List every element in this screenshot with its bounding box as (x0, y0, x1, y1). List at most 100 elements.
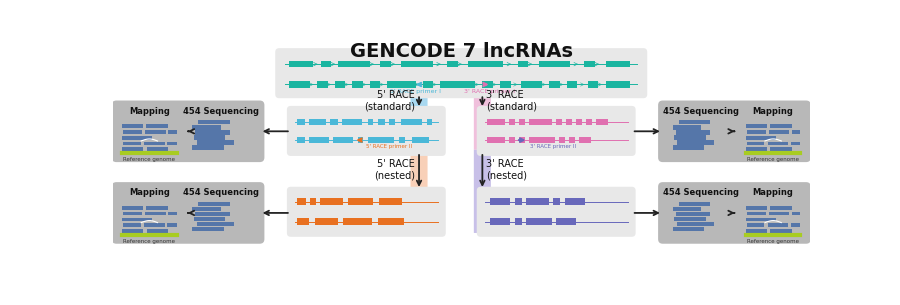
Bar (310, 199, 316, 206)
Bar (144, 223, 165, 227)
Bar (193, 227, 224, 231)
Bar (676, 130, 710, 135)
Text: 3' RACE primer II: 3' RACE primer II (530, 144, 576, 149)
Text: 454 Sequencing: 454 Sequencing (183, 188, 259, 197)
Bar (195, 130, 230, 135)
Bar (347, 199, 374, 206)
Bar (747, 130, 766, 134)
Bar (309, 119, 326, 124)
Text: 3' RACE
(nested): 3' RACE (nested) (486, 159, 527, 181)
Bar (368, 137, 393, 143)
Bar (792, 130, 800, 134)
FancyBboxPatch shape (477, 187, 635, 237)
Bar (378, 218, 403, 225)
FancyBboxPatch shape (658, 182, 811, 244)
Bar (198, 120, 230, 124)
Bar (381, 61, 391, 67)
Bar (447, 61, 458, 67)
Bar (746, 124, 767, 128)
Bar (746, 229, 767, 233)
Bar (769, 212, 789, 215)
Bar (147, 229, 168, 233)
Bar (556, 218, 576, 225)
Bar (576, 119, 582, 124)
FancyBboxPatch shape (473, 150, 491, 233)
FancyBboxPatch shape (287, 106, 446, 156)
Bar (122, 229, 143, 233)
Bar (193, 207, 221, 211)
Bar (768, 223, 788, 227)
Bar (144, 142, 165, 145)
Bar (440, 81, 475, 88)
Bar (569, 137, 575, 143)
Bar (317, 81, 328, 88)
Bar (122, 136, 152, 140)
Text: GENCODE 7 lncRNAs: GENCODE 7 lncRNAs (350, 42, 572, 61)
Bar (565, 199, 585, 206)
Bar (770, 206, 792, 210)
Bar (606, 81, 630, 88)
Text: 3' RACE
(standard): 3' RACE (standard) (486, 90, 537, 111)
Bar (674, 135, 706, 140)
Bar (770, 229, 792, 233)
Bar (145, 212, 166, 215)
Bar (198, 202, 230, 206)
Bar (315, 218, 338, 225)
Bar (330, 119, 338, 124)
Bar (579, 137, 590, 143)
Bar (549, 81, 560, 88)
Bar (123, 223, 140, 227)
Bar (122, 124, 143, 128)
Bar (320, 199, 344, 206)
Bar (746, 217, 776, 221)
Bar (193, 125, 221, 130)
Bar (556, 119, 562, 124)
Text: 5' RACE primer I: 5' RACE primer I (390, 89, 441, 94)
Text: Mapping: Mapping (129, 188, 170, 197)
Bar (588, 81, 598, 88)
Text: 454 Sequencing: 454 Sequencing (183, 107, 259, 116)
FancyBboxPatch shape (477, 106, 635, 156)
Bar (378, 119, 385, 124)
Text: Reference genome: Reference genome (747, 157, 799, 162)
Bar (379, 199, 402, 206)
Bar (566, 119, 572, 124)
Bar (344, 218, 372, 225)
Bar (491, 199, 510, 206)
Bar (197, 222, 234, 226)
Text: Reference genome: Reference genome (123, 157, 176, 162)
Bar (746, 136, 776, 140)
Bar (400, 119, 422, 124)
Text: 5' RACE
(nested): 5' RACE (nested) (374, 159, 415, 181)
Bar (567, 81, 578, 88)
Bar (320, 61, 331, 67)
Text: Mapping: Mapping (752, 107, 794, 116)
Bar (122, 217, 152, 221)
Bar (515, 218, 522, 225)
Text: Mapping: Mapping (752, 188, 794, 197)
Bar (195, 212, 230, 216)
Bar (194, 217, 225, 221)
FancyBboxPatch shape (658, 101, 811, 162)
Bar (559, 137, 565, 143)
FancyBboxPatch shape (410, 94, 428, 150)
Bar (606, 61, 630, 67)
Bar (529, 119, 552, 124)
Bar (298, 218, 309, 225)
Text: 5' RACE
(standard): 5' RACE (standard) (364, 90, 415, 111)
Bar (747, 142, 764, 145)
Bar (491, 218, 510, 225)
Bar (747, 223, 764, 227)
Bar (519, 137, 525, 143)
Text: 5' RACE primer II: 5' RACE primer II (365, 144, 412, 149)
Text: 3' RACE primer I: 3' RACE primer I (464, 89, 515, 94)
Bar (289, 81, 310, 88)
Bar (122, 147, 143, 151)
Text: Reference genome: Reference genome (123, 239, 176, 244)
FancyBboxPatch shape (410, 150, 428, 233)
Bar (147, 147, 168, 151)
Bar (677, 222, 715, 226)
FancyBboxPatch shape (275, 48, 647, 98)
Bar (526, 199, 549, 206)
Bar (145, 130, 166, 134)
